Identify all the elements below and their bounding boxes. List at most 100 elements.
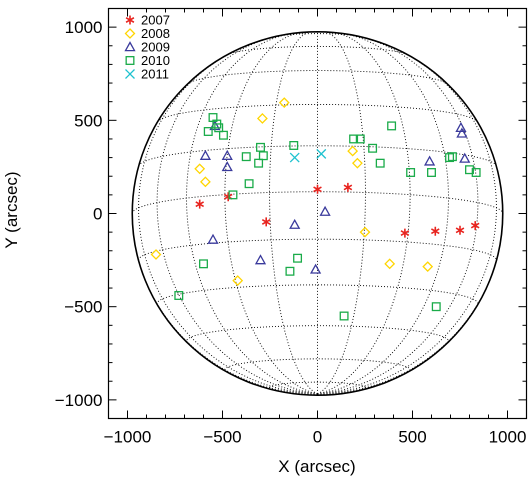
data-point xyxy=(422,261,434,273)
data-point xyxy=(285,266,295,276)
data-point xyxy=(218,130,228,140)
y-axis-title: Y (arcsec) xyxy=(2,171,21,248)
longitude-line xyxy=(317,31,366,395)
data-point xyxy=(174,291,184,300)
longitude-line xyxy=(317,48,497,395)
data-point xyxy=(470,221,480,231)
x-tick-labels: −1000 −500 0 500 1000 xyxy=(104,428,527,447)
legend-item-2010: 2010 xyxy=(125,53,170,68)
legend-label: 2010 xyxy=(141,53,170,68)
legend-label: 2007 xyxy=(141,13,170,28)
data-point xyxy=(455,225,465,235)
data-point xyxy=(368,143,378,153)
solar-disk xyxy=(131,30,504,397)
data-point xyxy=(254,254,267,265)
y-tick-label: −1000 xyxy=(55,391,103,410)
series-2010 xyxy=(174,113,481,321)
data-point xyxy=(319,205,331,216)
data-point xyxy=(254,158,264,168)
data-point xyxy=(447,152,457,162)
legend-item-2009: 2009 xyxy=(124,40,170,55)
data-point xyxy=(349,134,359,144)
data-point xyxy=(256,142,265,152)
latitude-line xyxy=(187,70,448,85)
data-point xyxy=(456,127,468,138)
data-point xyxy=(339,311,349,321)
longitude-line xyxy=(186,32,318,395)
data-point xyxy=(241,152,251,162)
axis-ticks xyxy=(108,8,527,419)
longitude-line xyxy=(269,31,318,395)
y-tick-label: 1000 xyxy=(65,18,103,37)
data-markers xyxy=(150,97,481,321)
x-axis-title: X (arcsec) xyxy=(278,457,355,476)
data-point xyxy=(289,218,301,229)
data-point xyxy=(214,123,224,133)
longitude-line xyxy=(317,31,411,395)
data-point xyxy=(289,152,300,163)
x-tick-label: 500 xyxy=(398,428,426,447)
data-point xyxy=(427,168,436,177)
data-point xyxy=(355,134,365,144)
legend-marker-square xyxy=(125,56,135,65)
longitude-line xyxy=(138,48,318,395)
data-point xyxy=(459,152,471,163)
x-tick-label: 1000 xyxy=(489,428,527,447)
data-point xyxy=(375,158,385,168)
legend-marker-triangle xyxy=(124,41,136,52)
legend-marker xyxy=(124,28,136,39)
data-point xyxy=(387,121,397,131)
data-point xyxy=(223,192,233,202)
x-tick-label: −500 xyxy=(203,428,241,447)
longitude-line xyxy=(131,213,318,395)
data-point xyxy=(150,249,162,260)
data-point xyxy=(258,151,268,161)
longitude-line xyxy=(317,213,504,395)
y-tick-label: 0 xyxy=(93,205,102,224)
data-point xyxy=(278,97,290,109)
y-tick-label: 500 xyxy=(74,111,102,130)
data-point xyxy=(195,199,205,209)
latitude-line xyxy=(138,238,497,261)
data-point xyxy=(431,302,441,312)
y-tick-labels: −1000 −500 0 500 1000 xyxy=(55,18,103,410)
data-point xyxy=(221,161,233,172)
data-point xyxy=(309,263,322,274)
series-2011 xyxy=(289,148,327,163)
data-point xyxy=(289,141,299,150)
series-2009 xyxy=(199,120,471,274)
data-point xyxy=(471,168,481,177)
latitude-line xyxy=(157,104,478,123)
data-point xyxy=(347,145,359,157)
legend-marker xyxy=(125,56,135,65)
data-point xyxy=(293,253,303,263)
y-tick-label: −500 xyxy=(64,298,102,317)
legend-marker xyxy=(125,15,135,25)
data-point xyxy=(194,163,206,175)
legend-item-2011: 2011 xyxy=(125,67,169,82)
data-point xyxy=(256,113,268,124)
data-point xyxy=(261,217,271,227)
data-point xyxy=(199,176,211,188)
legend-marker-asterisk xyxy=(125,15,135,25)
longitude-line xyxy=(317,32,449,395)
legend-label: 2008 xyxy=(141,26,170,41)
data-point xyxy=(316,148,327,159)
series-2007 xyxy=(195,182,480,238)
longitude-line xyxy=(317,393,323,396)
latitude-line xyxy=(269,381,366,391)
legend-marker-diamond xyxy=(124,28,136,39)
data-point xyxy=(430,226,440,236)
solar-limb xyxy=(131,30,504,397)
data-point xyxy=(228,190,238,200)
legend-marker-cross xyxy=(125,69,135,79)
data-point xyxy=(232,275,244,287)
legend-marker xyxy=(124,41,136,52)
data-point xyxy=(313,184,322,194)
data-point xyxy=(384,258,396,270)
data-point xyxy=(465,165,474,175)
data-point xyxy=(199,149,212,160)
legend-item-2007: 2007 xyxy=(125,13,170,28)
x-tick-label: 0 xyxy=(313,428,322,447)
